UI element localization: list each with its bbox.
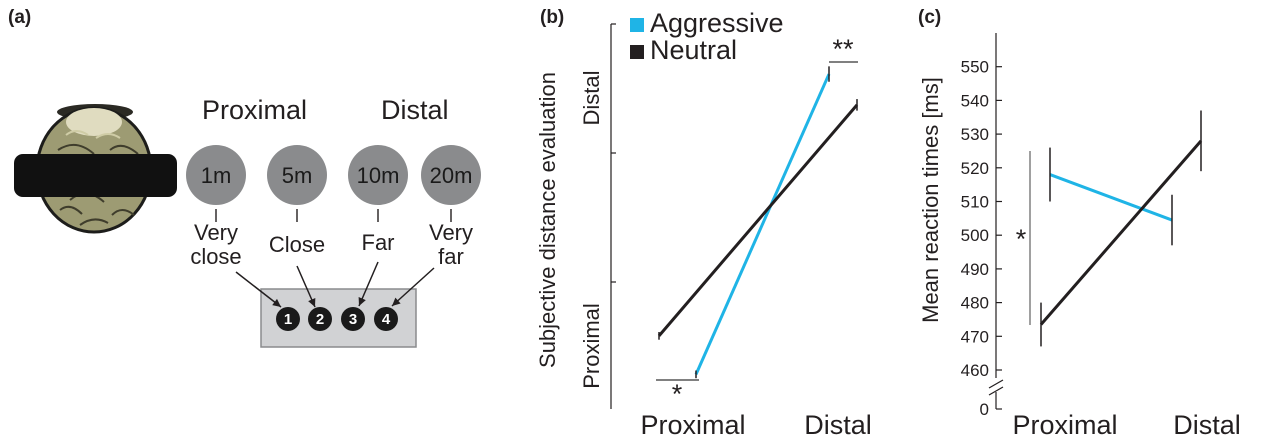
panel-b: (b) Subjective distance evaluation Proxi… [535, 7, 872, 440]
panel-c-ytick-label-490: 490 [961, 260, 989, 279]
panel-c-ytick-label-500: 500 [961, 226, 989, 245]
distance-label-4: 20m [430, 163, 473, 188]
panel-c-xlabel-distal: Distal [1173, 410, 1241, 440]
legend-label-aggressive: Aggressive [650, 8, 784, 38]
answer-label-1-line1: Very [194, 220, 238, 245]
panel-c-axis-break-1 [988, 379, 1004, 389]
answer-arrowhead-1 [272, 298, 281, 307]
panel-c-ytick-label-510: 510 [961, 193, 989, 212]
panel-b-ytick-label-distal: Distal [579, 70, 604, 125]
panel-c-ytick-label-540: 540 [961, 91, 989, 110]
answer-arrow-1 [235, 271, 282, 308]
panel-c-ytick-label-0: 0 [980, 400, 989, 419]
panel-b-xlabel-distal: Distal [804, 410, 872, 440]
answer-arrowhead-4 [392, 297, 401, 306]
answer-label-4-line2: far [438, 244, 464, 269]
panel-b-line-neutral [657, 103, 859, 337]
answer-label-3-line1: Far [362, 230, 395, 255]
panel-b-xlabel-proximal: Proximal [640, 410, 745, 440]
panel-b-sig-marker-distal: ** [832, 34, 854, 64]
panel-b-ylabel: Subjective distance evaluation [535, 72, 560, 368]
legend-swatch-neutral [630, 45, 644, 59]
distance-circle-4 [421, 145, 481, 205]
proximal-group-label: Proximal [202, 95, 307, 125]
distal-group-label: Distal [381, 95, 449, 125]
panel-c-ylabel: Mean reaction times [ms] [918, 77, 943, 323]
distance-label-1: 1m [201, 163, 232, 188]
answer-arrowhead-3 [358, 297, 366, 306]
panel-b-ytick-label-proximal: Proximal [579, 303, 604, 389]
panel-c-axis-break-2 [988, 386, 1004, 396]
response-key-1 [276, 307, 300, 331]
panel-c-xlabel-proximal: Proximal [1012, 410, 1117, 440]
response-key-2-label: 2 [316, 311, 324, 328]
distance-circle-1 [186, 145, 246, 205]
answer-arrow-4 [391, 267, 435, 307]
response-key-4 [374, 307, 398, 331]
panel-b-label: (b) [540, 7, 564, 28]
panel-c-sig-marker: * [1016, 224, 1027, 254]
panel-c-ytick-label-530: 530 [961, 125, 989, 144]
distance-circle-3 [348, 145, 408, 205]
response-key-4-label: 4 [382, 311, 391, 328]
panel-b-sig-marker-proximal: * [672, 379, 683, 409]
answer-arrowhead-2 [308, 298, 316, 307]
panel-c-ytick-label-550: 550 [961, 58, 989, 77]
panel-c-ytick-label-480: 480 [961, 294, 989, 313]
distance-circle-2 [267, 145, 327, 205]
legend-label-neutral: Neutral [650, 35, 737, 65]
distance-label-3: 10m [357, 163, 400, 188]
panel-b-line-aggressive [694, 73, 831, 375]
answer-label-4-line1: Very [429, 220, 473, 245]
panel-a-label: (a) [8, 7, 31, 28]
response-key-3-label: 3 [349, 311, 357, 328]
response-key-1-label: 1 [284, 311, 292, 328]
response-key-2 [308, 307, 332, 331]
panel-c: (c) Mean reaction times [ms] 0 460 470 480 4… [918, 7, 1241, 440]
panel-c-label: (c) [918, 7, 941, 28]
panel-c-ytick-label-460: 460 [961, 361, 989, 380]
response-key-3 [341, 307, 365, 331]
participant-head-icon [14, 104, 177, 234]
panel-c-ytick-label-470: 470 [961, 327, 989, 346]
panel-c-line-neutral [1039, 139, 1203, 326]
panel-a: (a) Proximal Distal 1m 5m 10m 20m Veryclose… [8, 7, 481, 348]
answer-label-2-line1: Close [269, 232, 325, 257]
answer-label-1-line2: close [190, 244, 241, 269]
panel-c-line-aggressive [1049, 173, 1173, 222]
panel-c-ytick-label-520: 520 [961, 159, 989, 178]
legend-swatch-aggressive [630, 18, 644, 32]
distance-label-2: 5m [282, 163, 313, 188]
